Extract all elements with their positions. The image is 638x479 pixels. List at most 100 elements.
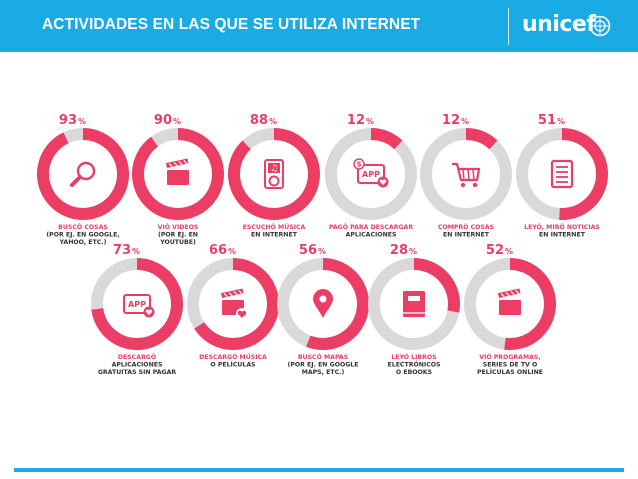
percent-unit: % [318,247,326,256]
percent-unit: % [461,117,469,126]
category-label-line: VIÓ VIDEOS [158,222,199,231]
news-document-icon [550,159,574,189]
donut-value-arc [132,128,224,220]
magnifier-icon [70,161,96,187]
donut-value-arc [306,258,369,350]
category-label-line: LEYÓ, MIRÓ NOTICIAS [524,222,600,231]
percent-unit: % [557,117,565,126]
donut-item: 52 % VIÓ PROGRAMAS,SERIES DE TV OPELÍCULAS… [464,243,556,376]
category-label-line: EN INTERNET [539,231,586,238]
header-divider [508,8,509,45]
clapperboard-heart-icon [220,288,248,320]
category-label-line: (POR EJ. EN [158,231,198,238]
percent-unit: % [78,117,86,126]
header-bar: ACTIVIDADES EN LAS QUE SE UTILIZA INTERN… [0,0,638,52]
paid-app-icon: APP$ [353,158,389,188]
category-label-line: O EBOOKS [396,369,432,376]
percent-unit: % [505,247,513,256]
activities-donut-chart: 93 % BUSCÓ COSAS(POR EJ. EN GOOGLE,YAHOO, … [37,113,608,376]
donut-value-arc [504,258,556,350]
category-label-line: GRATUITAS SIN PAGAR [98,369,177,376]
donut-value-arc [413,258,460,313]
donut-value-arc [228,128,320,220]
svg-text:APP: APP [128,300,146,309]
clapperboard-icon [497,288,521,315]
donut-value-arc [37,128,129,220]
percent-unit: % [269,117,277,126]
donut-value-arc [465,128,498,150]
percent-label: 12 [442,113,460,128]
unicef-emblem-icon [589,15,611,37]
percent-label: 12 [347,113,365,128]
category-label-line: BUSCÓ COSAS [58,222,108,231]
percent-unit: % [132,247,140,256]
percent-label: 93 [59,113,77,128]
percent-label: 66 [209,243,227,258]
ebook-icon [403,291,425,317]
map-pin-icon [313,289,333,318]
category-label-line: DESCARGÓ [118,352,156,361]
category-label-line: EN INTERNET [443,231,490,238]
shopping-cart-icon [452,162,481,188]
category-label-line: YAHOO, ETC.) [59,239,107,246]
app-heart-icon: APP [123,294,155,318]
category-label-line: APLICACIONES [346,231,397,238]
category-label-line: SERIES DE TV O [483,361,538,368]
percent-unit: % [409,247,417,256]
category-label-line: PELÍCULAS ONLINE [477,367,543,376]
category-label-line: BUSCÓ MAPAS [298,352,348,361]
percent-label: 51 [538,113,556,128]
donut-item: 93 % BUSCÓ COSAS(POR EJ. EN GOOGLE,YAHOO, … [37,113,129,246]
category-label-line: O PELÍCULAS [210,359,255,368]
page-title: ACTIVIDADES EN LAS QUE SE UTILIZA INTERN… [42,16,421,33]
donut-value-arc [370,128,403,150]
category-label-line: APLICACIONES [112,361,163,368]
category-label-line: ELECTRÓNICOS [388,359,441,368]
music-player-icon: ♫ [264,159,284,189]
category-label-line: COMPRÓ COSAS [438,222,494,231]
category-label-line: LEYÓ LIBROS [391,352,436,361]
category-label-line: PAGÓ PARA DESCARGAR [329,222,413,231]
category-label-line: MAPS, ETC.) [302,369,345,376]
category-label-line: YOUTUBE) [159,239,196,246]
percent-label: 88 [250,113,268,128]
unicef-logo: unicef [522,12,596,37]
svg-text:$: $ [357,161,362,169]
category-label-line: (POR EJ. EN GOOGLE, [46,231,119,238]
category-label-line: EN INTERNET [251,231,298,238]
percent-label: 90 [154,113,172,128]
donut-value-arc [559,128,608,220]
percent-label: 73 [113,243,131,258]
percent-unit: % [366,117,374,126]
percent-unit: % [173,117,181,126]
svg-text:APP: APP [362,170,380,179]
category-label-line: DESCARGÓ MÚSICA [199,352,267,361]
bottom-rule [14,468,624,472]
category-label-line: ESCUCHÓ MÚSICA [243,222,306,231]
percent-unit: % [228,247,236,256]
donut-value-arc [91,258,183,350]
category-label-line: VIÓ PROGRAMAS, [479,352,540,361]
svg-text:♫: ♫ [270,164,278,174]
percent-label: 52 [486,243,504,258]
donut-value-arc [194,258,279,350]
category-label-line: (POR EJ. EN GOOGLE [288,361,359,368]
